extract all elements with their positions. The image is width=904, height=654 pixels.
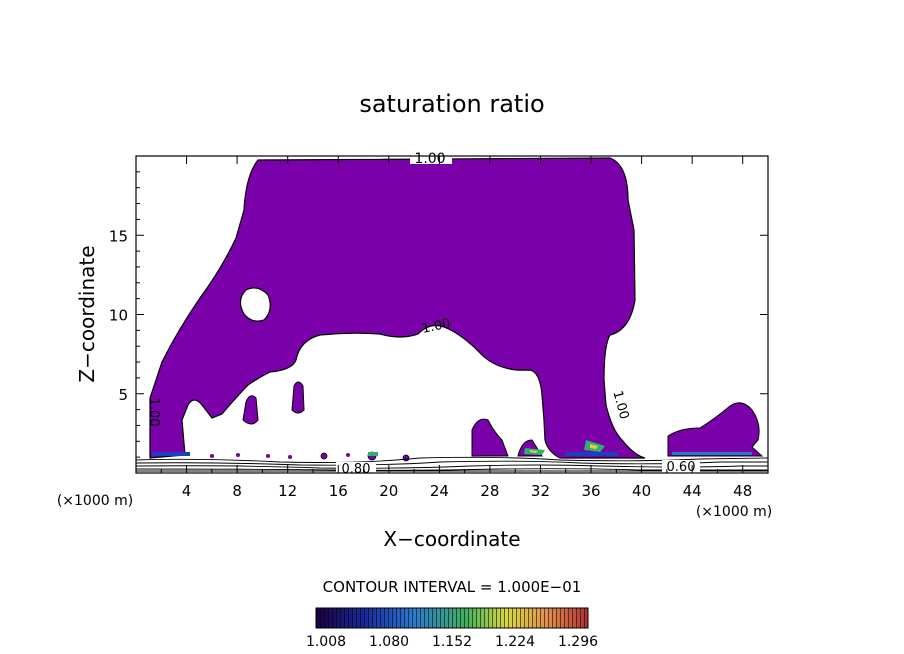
x-tick-label: 24	[430, 482, 449, 500]
x-tick-label: 20	[379, 482, 398, 500]
contour-interval-note: CONTOUR INTERVAL = 1.000E−01	[323, 578, 582, 596]
x-tick-label: 44	[683, 482, 702, 500]
contour-label: 1.00	[146, 398, 161, 427]
x-tick-label: 4	[182, 482, 192, 500]
x-tick-label: 36	[581, 482, 600, 500]
cloud-hole	[239, 287, 271, 322]
colorbar-tick-label: 1.152	[432, 634, 472, 650]
chart-title: saturation ratio	[359, 90, 544, 118]
y-tick-label: 15	[109, 227, 128, 245]
contour-label: 1.00	[414, 151, 445, 167]
x-axis-unit-right: (×1000 m)	[696, 504, 772, 520]
x-tick-label: 12	[278, 482, 297, 500]
x-tick-label: 8	[232, 482, 242, 500]
colorbar-tick-label: 1.296	[558, 634, 598, 650]
colorbar	[315, 607, 589, 629]
contour-label: 1.00	[421, 316, 452, 337]
x-tick-label: 28	[480, 482, 499, 500]
x-tick-label: 40	[632, 482, 651, 500]
contour-label: 0.60	[667, 460, 696, 475]
x-axis: 4 8 12 16 20 24 28 32 36 40 44 48	[160, 156, 752, 500]
y-tick-label: 10	[109, 307, 128, 325]
contour-label: 1.00	[609, 389, 631, 421]
x-tick-label: 16	[329, 482, 348, 500]
x-axis-label: X−coordinate	[383, 527, 520, 551]
colorbar-tick-label: 1.008	[306, 634, 346, 650]
cloud-fill	[149, 157, 764, 462]
x-tick-label: 48	[733, 482, 752, 500]
y-axis: 5 10 15	[109, 171, 768, 458]
colorbar-tick-label: 1.224	[495, 634, 535, 650]
surface-contours	[136, 456, 768, 472]
main-cloud-region	[149, 157, 646, 459]
x-axis-unit-left: (×1000 m)	[57, 493, 133, 509]
colorbar-tick-label: 1.080	[369, 634, 409, 650]
colorbar-ticks: 1.008 1.080 1.152 1.224 1.296	[306, 634, 598, 650]
x-tick-label: 32	[531, 482, 550, 500]
y-tick-label: 5	[118, 386, 128, 404]
contour-label: 0.80	[342, 462, 371, 477]
y-axis-label: Z−coordinate	[75, 245, 99, 382]
